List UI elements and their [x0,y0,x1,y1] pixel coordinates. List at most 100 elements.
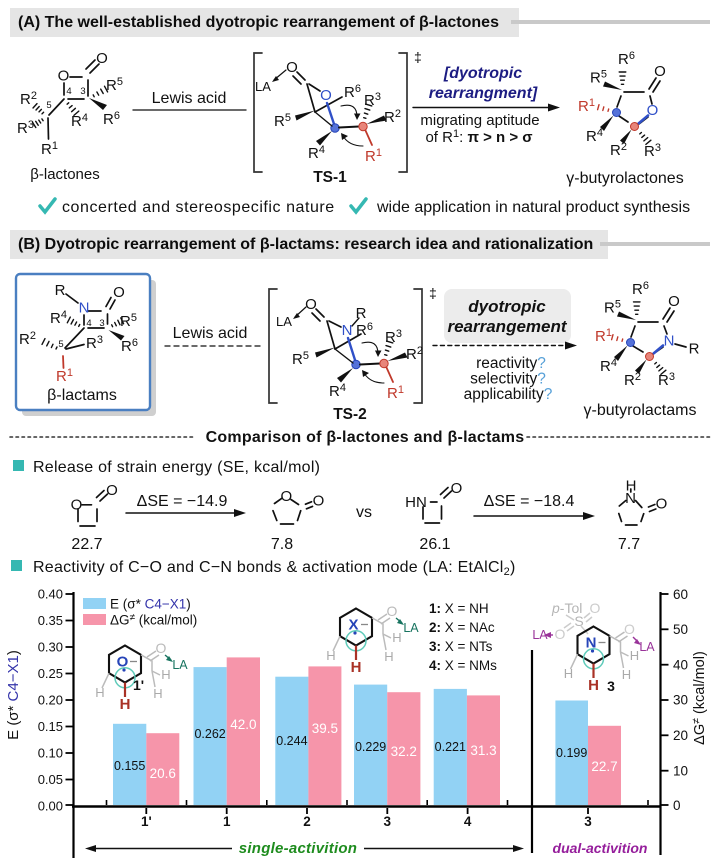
svg-text:0.244: 0.244 [276,734,307,748]
svg-text:3: X = NTs: 3: X = NTs [429,639,493,654]
svg-text:5: 5 [58,339,63,350]
svg-text:22.7: 22.7 [591,759,617,774]
svg-text:single-activition: single-activition [239,840,357,857]
svg-text:4: 4 [86,318,91,329]
svg-text:0.155: 0.155 [114,759,145,773]
svg-text:O: O [656,496,668,513]
svg-text:R4: R4 [586,127,603,145]
svg-text:LA: LA [255,79,271,94]
svg-text:TS-1: TS-1 [313,169,347,186]
svg-text:3: 3 [99,318,104,329]
svg-text:0.199: 0.199 [556,746,587,760]
svg-text:O: O [117,654,129,671]
svg-text:HN: HN [405,494,427,511]
svg-text:O: O [555,626,566,642]
svg-text:migrating aptitude: migrating aptitude [420,112,539,129]
svg-text:O: O [305,296,317,313]
svg-text:O: O [654,63,666,80]
svg-text:0.00: 0.00 [38,799,63,814]
svg-text:5: 5 [46,100,51,111]
svg-text:R6: R6 [103,110,120,128]
svg-text:R5: R5 [292,350,309,368]
svg-text:30: 30 [673,693,688,708]
svg-text:3: 3 [584,814,592,829]
svg-text:rearrangement: rearrangement [447,317,567,336]
svg-text:‡: ‡ [414,49,422,65]
svg-text:β-lactones: β-lactones [30,166,100,183]
svg-text:O: O [320,87,332,104]
svg-text:N: N [79,300,90,317]
svg-text:2: X = NAc: 2: X = NAc [429,620,495,635]
svg-text:H: H [120,696,131,713]
svg-text:R: R [356,305,367,322]
svg-text:R4: R4 [329,382,346,400]
svg-text:26.1: 26.1 [419,536,450,553]
svg-text:4: 4 [66,86,71,97]
svg-text:O: O [647,102,659,119]
svg-text:LA: LA [172,658,188,672]
svg-text:0.35: 0.35 [38,613,63,628]
svg-text:O: O [106,482,118,499]
svg-text:R6: R6 [632,280,649,298]
svg-text:H: H [326,648,335,663]
svg-text:Reactivity of C−O and C−N bond: Reactivity of C−O and C−N bonds & activa… [33,559,516,578]
svg-text:R2: R2 [406,345,423,363]
svg-text:[dyotropic: [dyotropic [443,65,522,82]
svg-text:3: 3 [384,814,392,829]
svg-text:LA: LA [276,314,292,329]
svg-text:ΔSE = −18.4: ΔSE = −18.4 [484,493,575,510]
svg-text:R3: R3 [644,142,661,160]
svg-text:0.10: 0.10 [38,746,63,761]
svg-text:H: H [622,667,631,682]
svg-text:0.30: 0.30 [38,640,63,655]
svg-text:O: O [451,480,463,497]
svg-text:R3: R3 [658,371,675,389]
svg-text:H: H [153,686,162,701]
svg-text:N: N [586,635,597,652]
svg-text:20: 20 [673,728,688,743]
svg-text:H: H [626,478,637,495]
svg-text:dual-activition: dual-activition [553,840,648,856]
svg-text:22.7: 22.7 [71,536,102,553]
svg-text:H: H [588,677,599,694]
svg-text:dyotropic: dyotropic [468,297,546,316]
svg-text:2: 2 [303,814,311,829]
svg-text:O: O [313,493,325,510]
svg-text:H: H [392,630,401,645]
svg-text:0.15: 0.15 [38,719,63,734]
svg-text:selectivity?: selectivity? [470,371,546,388]
svg-text:1': 1' [141,814,152,829]
svg-text:γ-butyrolactones: γ-butyrolactones [566,170,683,187]
svg-text:X: X [348,617,358,634]
svg-text:of R1: π > n > σ: of R1: π > n > σ [425,128,532,146]
svg-text:R2: R2 [610,141,627,159]
svg-text:R4: R4 [600,357,617,375]
svg-text:R1: R1 [595,327,612,345]
svg-text:42.0: 42.0 [230,717,256,732]
svg-text:LA: LA [639,640,655,654]
svg-text:H: H [630,648,639,663]
svg-text:E (σ* C4−X1): E (σ* C4−X1) [110,597,191,612]
svg-text:R4: R4 [308,144,325,162]
svg-text:R: R [689,341,700,358]
svg-text:7.8: 7.8 [271,536,293,553]
svg-text:R2: R2 [20,90,37,108]
svg-text:O: O [387,603,398,619]
svg-text:R2: R2 [384,108,401,126]
svg-text:3: 3 [80,86,85,97]
svg-text:TS-2: TS-2 [333,406,367,423]
svg-text:‡: ‡ [429,285,437,301]
svg-text:N: N [342,322,353,339]
svg-text:O: O [286,59,298,76]
svg-text:R1: R1 [365,147,382,165]
svg-text:R4: R4 [71,112,88,130]
svg-text:Release of strain energy (SE,: Release of strain energy (SE, kcal/mol) [33,459,320,476]
svg-text:4: 4 [464,814,472,829]
svg-text:0.221: 0.221 [435,740,466,754]
svg-text:10: 10 [673,764,688,779]
svg-text:H: H [351,659,362,676]
svg-text:H: H [95,685,104,700]
svg-text:1: 1 [223,814,231,829]
svg-text:1': 1' [133,677,144,693]
svg-text:Lewis acid: Lewis acid [173,325,248,342]
